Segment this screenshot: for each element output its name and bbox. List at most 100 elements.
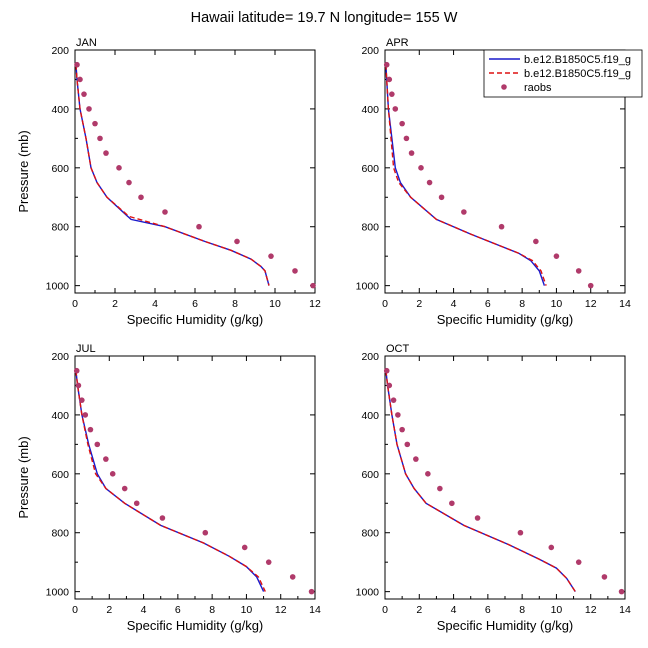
panel-jan: JAN 0 2 4 6 8 10 12 200 400 600 800 1000 Specific Hum… — [16, 37, 321, 327]
raobs-point — [386, 76, 393, 83]
raobs-point — [426, 179, 433, 186]
y-tick-label: 200 — [51, 45, 69, 57]
panel-label: OCT — [386, 343, 410, 355]
raobs-point — [517, 529, 524, 536]
raobs-point — [81, 91, 87, 97]
y-tick-label: 400 — [361, 104, 379, 116]
y-tick-label: 800 — [361, 528, 379, 540]
y-tick-label: 600 — [361, 469, 379, 481]
raobs-point — [438, 194, 445, 201]
raobs-point — [77, 76, 83, 83]
x-tick-label: 8 — [519, 604, 525, 616]
raobs-point — [94, 441, 101, 448]
model2-line — [385, 370, 576, 592]
legend: b.e12.B1850C5.f19_g b.e12.B1850C5.f19_gra… — [483, 49, 643, 98]
raobs-point — [389, 91, 395, 97]
x-tick-label: 14 — [619, 604, 631, 616]
raobs-point — [575, 268, 582, 274]
raobs-point — [413, 456, 419, 462]
legend-raobs-marker — [501, 84, 507, 90]
raobs-point — [474, 515, 481, 521]
raobs-point — [418, 165, 424, 171]
raobs-point — [138, 194, 144, 201]
x-tick-label: 4 — [152, 298, 158, 310]
raobs-point — [265, 559, 272, 565]
y-tick-label: 600 — [51, 469, 69, 481]
raobs-point — [383, 367, 390, 374]
x-tick-label: 4 — [141, 604, 147, 616]
y-tick-label: 800 — [361, 222, 379, 234]
raobs-point — [386, 382, 393, 389]
raobs-point — [399, 120, 405, 127]
panel-label: JAN — [76, 37, 97, 49]
y-tick-label: 200 — [361, 351, 379, 363]
x-tick-label: 10 — [269, 298, 281, 310]
raobs-point — [109, 471, 116, 477]
raobs-point — [308, 588, 315, 595]
x-tick-label: 14 — [309, 604, 321, 616]
raobs-point — [425, 471, 431, 477]
raobs-point — [268, 253, 274, 259]
raobs-point — [82, 412, 89, 418]
x-tick-label: 8 — [232, 298, 238, 310]
x-tick-label: 6 — [485, 604, 491, 616]
panel-oct: OCT 0 2 4 6 8 10 12 14 200 400 600 800 1000 Specific H… — [356, 343, 631, 633]
model1-line — [385, 370, 576, 592]
x-tick-label: 10 — [241, 604, 253, 616]
x-axis-label: Specific Humidity (g/kg) — [437, 618, 574, 633]
raobs-point — [404, 441, 411, 448]
y-tick-label: 1000 — [46, 587, 70, 599]
raobs-point — [310, 282, 316, 289]
raobs-point — [126, 179, 132, 186]
model1-line — [75, 370, 265, 592]
x-tick-label: 2 — [112, 298, 118, 310]
panel-apr: APR 0 2 4 6 8 10 12 14 200 400 600 800 1000 Specific H… — [356, 37, 631, 327]
y-tick-label: 600 — [361, 163, 379, 175]
raobs-point — [437, 485, 443, 492]
x-tick-label: 2 — [106, 604, 112, 616]
raobs-point — [241, 544, 248, 551]
legend-label: b.e12.B1850C5.f19_g — [524, 54, 631, 66]
model1-line — [75, 64, 270, 286]
panel-jul: JUL 0 2 4 6 8 10 12 14 200 400 600 800 1000 Specific H… — [16, 343, 321, 633]
y-tick-label: 1000 — [356, 281, 380, 293]
raobs-point — [392, 106, 399, 112]
raobs-point — [449, 500, 455, 507]
x-tick-label: 2 — [416, 298, 422, 310]
raobs-point — [133, 500, 140, 507]
x-tick-label: 0 — [382, 298, 388, 310]
x-tick-label: 8 — [209, 604, 215, 616]
y-tick-label: 800 — [51, 222, 69, 234]
raobs-point — [234, 238, 240, 245]
raobs-point — [74, 61, 80, 68]
raobs-point — [575, 559, 582, 565]
x-tick-label: 4 — [451, 604, 457, 616]
raobs-point — [403, 135, 410, 142]
legend-label: raobs — [524, 82, 552, 94]
x-axis-label: Specific Humidity (g/kg) — [127, 312, 264, 327]
x-tick-label: 8 — [519, 298, 525, 310]
y-tick-label: 1000 — [356, 587, 380, 599]
raobs-point — [390, 397, 397, 403]
raobs-point — [79, 397, 85, 403]
raobs-point — [383, 61, 390, 68]
model2-line — [75, 370, 266, 592]
model2-line — [75, 64, 270, 286]
raobs-point — [159, 515, 166, 521]
x-tick-label: 6 — [175, 604, 181, 616]
plot-frame — [74, 49, 316, 294]
y-tick-label: 400 — [51, 410, 69, 422]
legend-box — [483, 49, 643, 98]
raobs-point — [202, 529, 209, 536]
y-tick-label: 200 — [51, 351, 69, 363]
y-tick-label: 400 — [361, 410, 379, 422]
raobs-point — [399, 426, 405, 433]
raobs-point — [498, 223, 505, 230]
panel-label: JUL — [76, 343, 96, 355]
y-tick-label: 600 — [51, 163, 69, 175]
raobs-point — [587, 282, 594, 289]
y-axis-label: Pressure (mb) — [16, 130, 31, 212]
x-tick-label: 10 — [551, 298, 563, 310]
x-tick-label: 6 — [485, 298, 491, 310]
